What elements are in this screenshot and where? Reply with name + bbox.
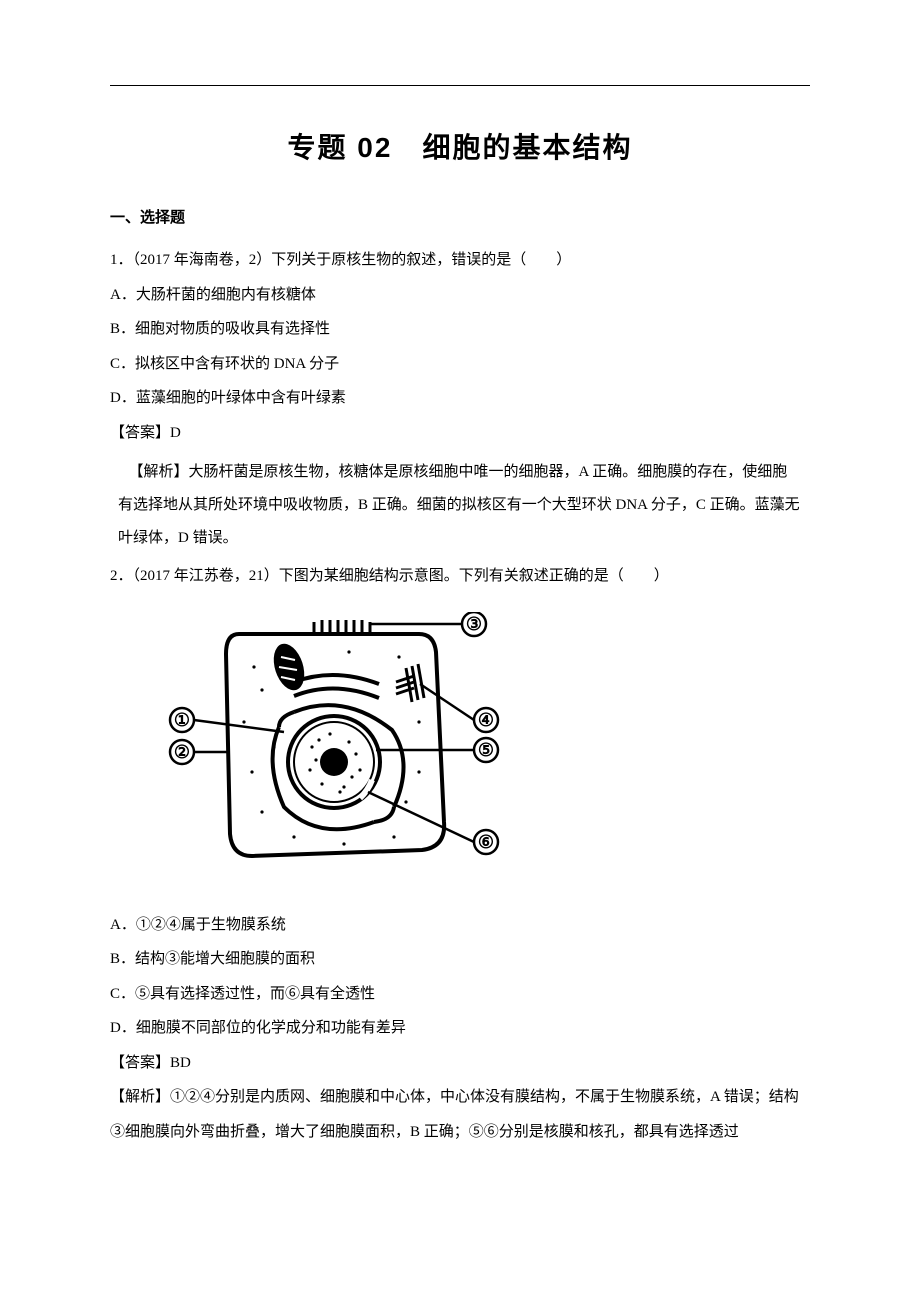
fig-label-3: ③ bbox=[466, 614, 482, 634]
q1-explain: 【解析】大肠杆菌是原核生物，核糖体是原核细胞中唯一的细胞器，A 正确。细胞膜的存… bbox=[110, 456, 810, 555]
section-heading: 一、选择题 bbox=[110, 206, 810, 227]
q2-answer: 【答案】BD bbox=[110, 1046, 810, 1081]
q1-answer: 【答案】D bbox=[110, 416, 810, 451]
q1-option-d: D．蓝藻细胞的叶绿体中含有叶绿素 bbox=[110, 381, 810, 416]
top-rule bbox=[110, 85, 810, 86]
q2-stem: 2．（2017 年江苏卷，21）下图为某细胞结构示意图。下列有关叙述正确的是（ … bbox=[110, 559, 810, 594]
q2-option-d: D．细胞膜不同部位的化学成分和功能有差异 bbox=[110, 1011, 810, 1046]
fig-label-6: ⑥ bbox=[478, 832, 494, 852]
q2-explain: 【解析】①②④分别是内质网、细胞膜和中心体，中心体没有膜结构，不属于生物膜系统，… bbox=[110, 1080, 810, 1149]
q2-option-b: B．结构③能增大细胞膜的面积 bbox=[110, 942, 810, 977]
fig-label-5: ⑤ bbox=[478, 740, 494, 760]
q2-option-a: A．①②④属于生物膜系统 bbox=[110, 908, 810, 943]
q1-option-a: A．大肠杆菌的细胞内有核糖体 bbox=[110, 278, 810, 313]
q2-option-c: C．⑤具有选择透过性，而⑥具有全透性 bbox=[110, 977, 810, 1012]
cell-figure: ① ② ③ ④ ⑤ ⑥ bbox=[144, 612, 810, 882]
fig-label-2: ② bbox=[174, 742, 190, 762]
q1-option-c: C．拟核区中含有环状的 DNA 分子 bbox=[110, 347, 810, 382]
fig-label-1: ① bbox=[174, 710, 190, 730]
q1-option-b: B．细胞对物质的吸收具有选择性 bbox=[110, 312, 810, 347]
page-title: 专题 02 细胞的基本结构 bbox=[110, 126, 810, 166]
fig-label-4: ④ bbox=[478, 710, 494, 730]
q1-stem: 1．（2017 年海南卷，2）下列关于原核生物的叙述，错误的是（ ） bbox=[110, 243, 810, 278]
